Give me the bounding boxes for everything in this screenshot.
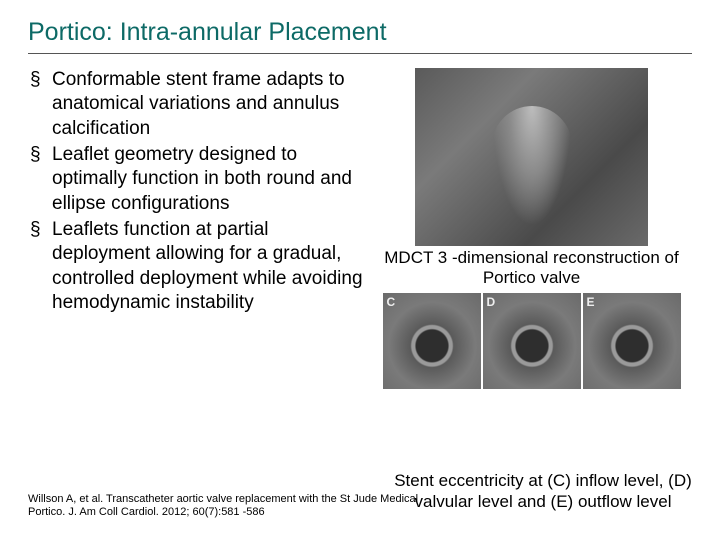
panel-e: E: [583, 293, 681, 389]
slide: Portico: Intra-annular Placement Conform…: [0, 0, 720, 540]
bullet-item: Leaflet geometry designed to optimally f…: [28, 143, 363, 216]
citation: Willson A, et al. Transcatheter aortic v…: [28, 493, 448, 521]
panel-label: D: [487, 295, 496, 309]
figure-mdct-3d: [415, 68, 648, 246]
panel-label: C: [387, 295, 396, 309]
figure-mdct-caption: MDCT 3 -dimensional reconstruction of Po…: [371, 248, 692, 289]
bullet-item: Leaflets function at partial deployment …: [28, 218, 363, 315]
title-rule: [28, 53, 692, 54]
left-column: Conformable stent frame adapts to anatom…: [28, 68, 363, 389]
content-area: Conformable stent frame adapts to anatom…: [28, 68, 692, 389]
figure-panel-row: C D E: [383, 293, 681, 389]
bullet-list: Conformable stent frame adapts to anatom…: [28, 68, 363, 315]
slide-title: Portico: Intra-annular Placement: [28, 18, 692, 47]
panel-c: C: [383, 293, 481, 389]
panel-d: D: [483, 293, 581, 389]
panel-label: E: [587, 295, 595, 309]
right-column: MDCT 3 -dimensional reconstruction of Po…: [371, 68, 692, 389]
bullet-item: Conformable stent frame adapts to anatom…: [28, 68, 363, 141]
